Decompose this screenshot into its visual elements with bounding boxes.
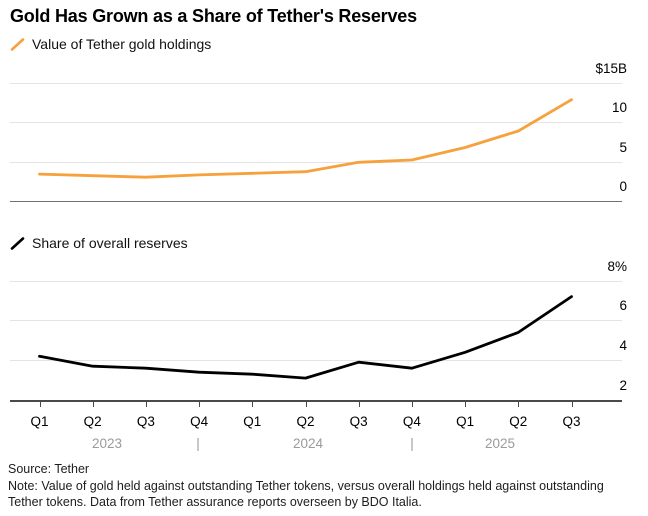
year-label: 2024 [292, 436, 324, 451]
legend-gold-holdings: Value of Tether gold holdings [10, 36, 211, 52]
x-axis-label: Q1 [456, 414, 475, 429]
x-axis-label: Q2 [83, 414, 102, 429]
x-axis-tick [571, 401, 573, 407]
legend-share-reserves: Share of overall reserves [10, 235, 188, 251]
x-axis-label: Q3 [136, 414, 155, 429]
x-axis-tick [39, 401, 41, 407]
x-axis-tick [358, 401, 360, 407]
x-axis-tick [411, 401, 413, 407]
chart-footer: Source: Tether Note: Value of gold held … [8, 461, 622, 511]
gold-line-series [38, 98, 573, 179]
y-axis-label: $15B [595, 61, 627, 77]
gridline [10, 83, 622, 85]
gridline [10, 280, 622, 282]
y-axis-label: 5 [619, 139, 627, 155]
x-axis-label: Q1 [30, 414, 49, 429]
y-axis-label: 4 [619, 338, 627, 354]
chart-title: Gold Has Grown as a Share of Tether's Re… [10, 6, 417, 26]
y-axis-label: 2 [619, 378, 627, 393]
x-axis-label: Q4 [190, 414, 209, 429]
black-line-icon [10, 236, 25, 250]
source-text: Source: Tether [8, 462, 90, 476]
x-axis-tick [92, 401, 94, 407]
gridline [10, 161, 622, 163]
y-axis-label: 0 [619, 178, 627, 194]
share-line-series [38, 295, 573, 380]
y-axis-label: 10 [611, 100, 627, 116]
legend-share-reserves-label: Share of overall reserves [32, 235, 188, 251]
x-axis-label: Q1 [243, 414, 262, 429]
x-axis-label: Q4 [402, 414, 421, 429]
year-separator: | [410, 436, 414, 451]
x-axis-tick [145, 401, 147, 407]
x-axis-label: Q2 [296, 414, 315, 429]
year-label: 2025 [484, 436, 516, 451]
x-axis-label: Q3 [349, 414, 368, 429]
year-separator: | [196, 436, 200, 451]
gridline [10, 122, 622, 124]
y-axis-label: 6 [619, 298, 627, 314]
y-axis-label: 8% [607, 258, 627, 274]
x-axis-tick [199, 401, 201, 407]
axis-baseline [10, 400, 622, 402]
axis-baseline [10, 200, 622, 203]
x-axis-tick [305, 401, 307, 407]
x-axis-label: Q3 [562, 414, 581, 429]
x-axis-tick [252, 401, 254, 407]
x-axis-tick [518, 401, 520, 407]
legend-gold-holdings-label: Value of Tether gold holdings [32, 36, 212, 52]
gridline [10, 320, 622, 322]
year-label: 2023 [91, 436, 123, 451]
x-axis-tick [465, 401, 467, 407]
note-text: Note: Value of gold held against outstan… [8, 478, 604, 510]
x-axis-label: Q2 [509, 414, 528, 429]
gold-line-icon [10, 37, 25, 51]
gridline [10, 360, 622, 362]
